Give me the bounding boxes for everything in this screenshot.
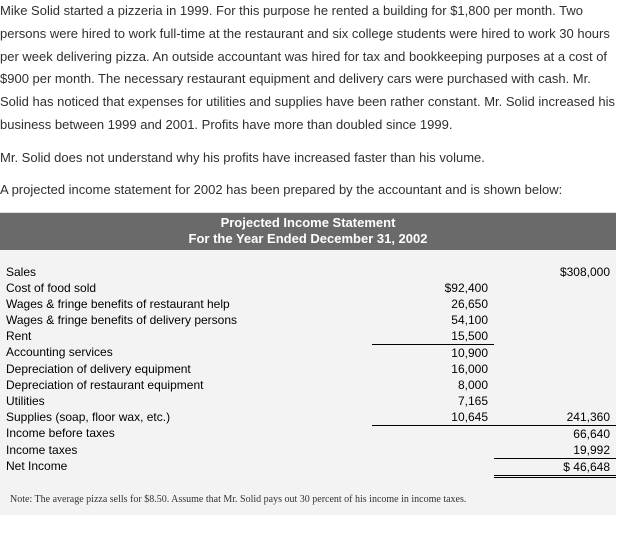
row-tax: Income taxes 19,992 [0, 442, 616, 459]
problem-text: Mike Solid started a pizzeria in 1999. F… [0, 0, 616, 202]
sub: 10,900 [372, 344, 494, 361]
row-net: Net Income $ 46,648 [0, 458, 616, 476]
statement-subtitle: For the Year Ended December 31, 2002 [0, 231, 616, 247]
sub: $92,400 [372, 280, 494, 296]
sub: 15,500 [372, 328, 494, 345]
sub: 16,000 [372, 361, 494, 377]
total: 241,360 [494, 409, 616, 426]
total [494, 361, 616, 377]
row-acct: Accounting services 10,900 [0, 344, 616, 361]
statement-title: Projected Income Statement [0, 215, 616, 231]
label: Depreciation of restaurant equipment [0, 377, 372, 393]
row-sales: Sales $308,000 [0, 264, 616, 280]
sub [372, 442, 494, 459]
row-dep-rest: Depreciation of restaurant equipment 8,0… [0, 377, 616, 393]
statement-note: Note: The average pizza sells for $8.50.… [0, 478, 616, 515]
row-wages-deliv: Wages & fringe benefits of delivery pers… [0, 312, 616, 328]
row-ibt: Income before taxes 66,640 [0, 425, 616, 442]
sub: 10,645 [372, 409, 494, 426]
row-util: Utilities 7,165 [0, 393, 616, 409]
label: Sales [0, 264, 372, 280]
row-dep-deliv: Depreciation of delivery equipment 16,00… [0, 361, 616, 377]
label: Supplies (soap, floor wax, etc.) [0, 409, 372, 426]
statement-table: Sales $308,000 Cost of food sold $92,400… [0, 264, 616, 478]
sub: 8,000 [372, 377, 494, 393]
total [494, 296, 616, 312]
label: Net Income [0, 458, 372, 476]
total [494, 344, 616, 361]
income-statement: Projected Income Statement For the Year … [0, 212, 616, 515]
sub: 54,100 [372, 312, 494, 328]
sub [372, 264, 494, 280]
paragraph-1: Mike Solid started a pizzeria in 1999. F… [0, 0, 616, 137]
paragraph-2: Mr. Solid does not understand why his pr… [0, 147, 616, 170]
total: 19,992 [494, 442, 616, 459]
sub [372, 458, 494, 476]
label: Utilities [0, 393, 372, 409]
label: Income taxes [0, 442, 372, 459]
label: Depreciation of delivery equipment [0, 361, 372, 377]
row-cogs: Cost of food sold $92,400 [0, 280, 616, 296]
total: 66,640 [494, 425, 616, 442]
label: Income before taxes [0, 425, 372, 442]
sub [372, 425, 494, 442]
total [494, 393, 616, 409]
row-supplies: Supplies (soap, floor wax, etc.) 10,645 … [0, 409, 616, 426]
label: Accounting services [0, 344, 372, 361]
total [494, 280, 616, 296]
row-rent: Rent 15,500 [0, 328, 616, 345]
sub: 26,650 [372, 296, 494, 312]
row-wages-rest: Wages & fringe benefits of restaurant he… [0, 296, 616, 312]
total: $308,000 [494, 264, 616, 280]
total [494, 328, 616, 345]
total [494, 377, 616, 393]
total: $ 46,648 [494, 458, 616, 476]
label: Wages & fringe benefits of delivery pers… [0, 312, 372, 328]
label: Rent [0, 328, 372, 345]
total [494, 312, 616, 328]
paragraph-3: A projected income statement for 2002 ha… [0, 179, 616, 202]
label: Wages & fringe benefits of restaurant he… [0, 296, 372, 312]
sub: 7,165 [372, 393, 494, 409]
statement-header: Projected Income Statement For the Year … [0, 213, 616, 250]
label: Cost of food sold [0, 280, 372, 296]
